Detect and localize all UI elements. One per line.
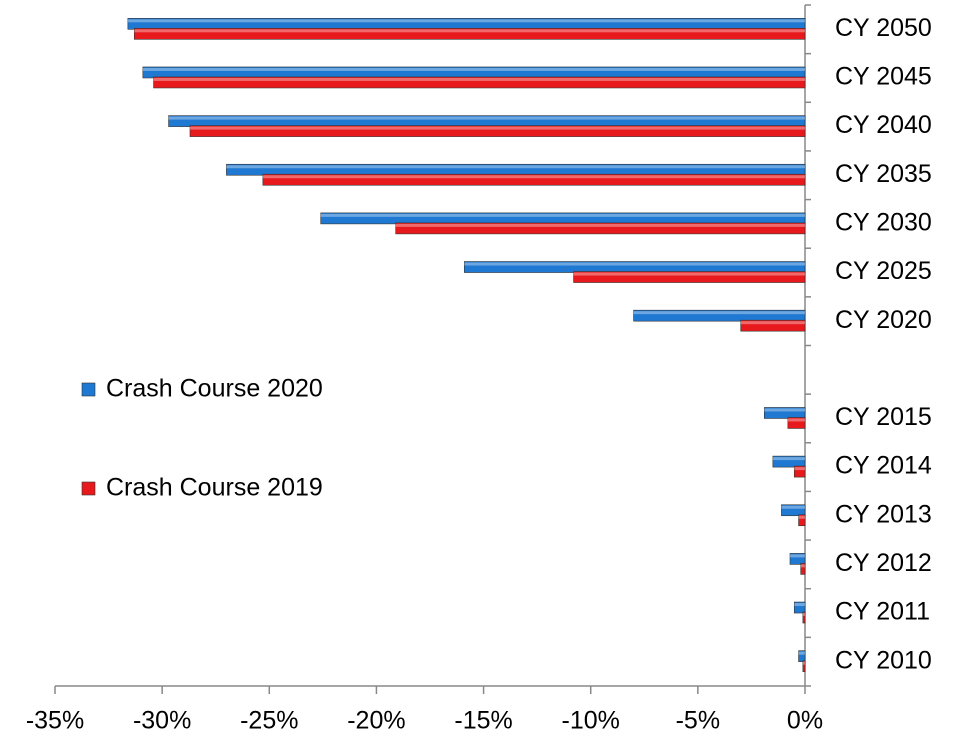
bar-highlight xyxy=(226,165,805,169)
y-tick-label: CY 2014 xyxy=(835,452,932,480)
bar-highlight xyxy=(802,661,805,665)
bar-highlight xyxy=(134,29,806,33)
x-tick-label: -25% xyxy=(240,707,298,735)
bar xyxy=(189,125,806,137)
bar-highlight xyxy=(764,408,805,412)
bar xyxy=(802,660,806,672)
bar xyxy=(800,563,806,575)
bar xyxy=(763,407,806,419)
x-tick-label: -30% xyxy=(133,707,191,735)
legend-label: Crash Course 2020 xyxy=(106,375,323,403)
bar-highlight xyxy=(740,321,805,325)
bar-highlight xyxy=(794,467,805,471)
legend-label: Crash Course 2019 xyxy=(106,474,323,502)
bar xyxy=(802,611,806,624)
bar-highlight xyxy=(262,175,805,179)
bar-highlight xyxy=(802,613,805,617)
y-tick-label: CY 2015 xyxy=(835,403,932,431)
y-tick-label: CY 2030 xyxy=(835,209,932,237)
x-tick-label: -5% xyxy=(676,707,720,735)
bar-highlight xyxy=(798,515,805,519)
y-tick-label: CY 2040 xyxy=(835,111,932,139)
bar-highlight xyxy=(790,554,805,558)
bar xyxy=(573,271,806,283)
bar-highlight xyxy=(798,651,805,655)
bar-highlight xyxy=(787,418,805,422)
x-tick-label: -20% xyxy=(347,707,405,735)
bar-highlight xyxy=(153,77,806,81)
bar-highlight xyxy=(142,67,805,71)
x-tick-label: -15% xyxy=(454,707,512,735)
y-tick-label: CY 2013 xyxy=(835,500,932,528)
bar-highlight xyxy=(168,116,806,120)
legend-swatch xyxy=(81,481,96,496)
bar xyxy=(793,601,806,614)
y-tick-label: CY 2050 xyxy=(835,14,932,42)
legend-swatch xyxy=(81,382,96,397)
y-tick-label: CY 2012 xyxy=(835,549,932,577)
bar-highlight xyxy=(781,505,805,509)
bar-highlight xyxy=(464,262,805,266)
bar xyxy=(262,173,806,186)
y-tick-label: CY 2010 xyxy=(835,646,932,674)
y-tick-label: CY 2011 xyxy=(835,598,930,626)
bar xyxy=(798,514,806,527)
bar xyxy=(395,222,806,235)
x-tick-label: 0% xyxy=(787,707,823,735)
bar xyxy=(740,319,806,332)
bar-highlight xyxy=(633,311,805,315)
y-tick-label: CY 2045 xyxy=(835,63,932,91)
y-tick-label: CY 2025 xyxy=(835,257,932,285)
bar xyxy=(793,465,806,478)
bar xyxy=(787,417,806,429)
bar-highlight xyxy=(800,564,805,568)
bar xyxy=(781,504,806,517)
x-tick-label: -10% xyxy=(562,707,620,735)
bar xyxy=(633,309,806,322)
bar-highlight xyxy=(320,213,805,217)
bar-highlight xyxy=(395,223,805,227)
y-tick-label: CY 2035 xyxy=(835,160,932,188)
bar-highlight xyxy=(794,603,805,607)
y-tick-label: CY 2020 xyxy=(835,306,932,334)
bar xyxy=(133,28,806,40)
bar xyxy=(772,455,806,468)
bar xyxy=(153,76,806,89)
x-tick-label: -35% xyxy=(26,707,84,735)
bar-highlight xyxy=(573,272,805,276)
bar xyxy=(789,553,806,565)
bar xyxy=(798,650,806,662)
bar-highlight xyxy=(127,19,806,23)
bar-highlight xyxy=(190,126,805,130)
bar-highlight xyxy=(772,457,805,461)
